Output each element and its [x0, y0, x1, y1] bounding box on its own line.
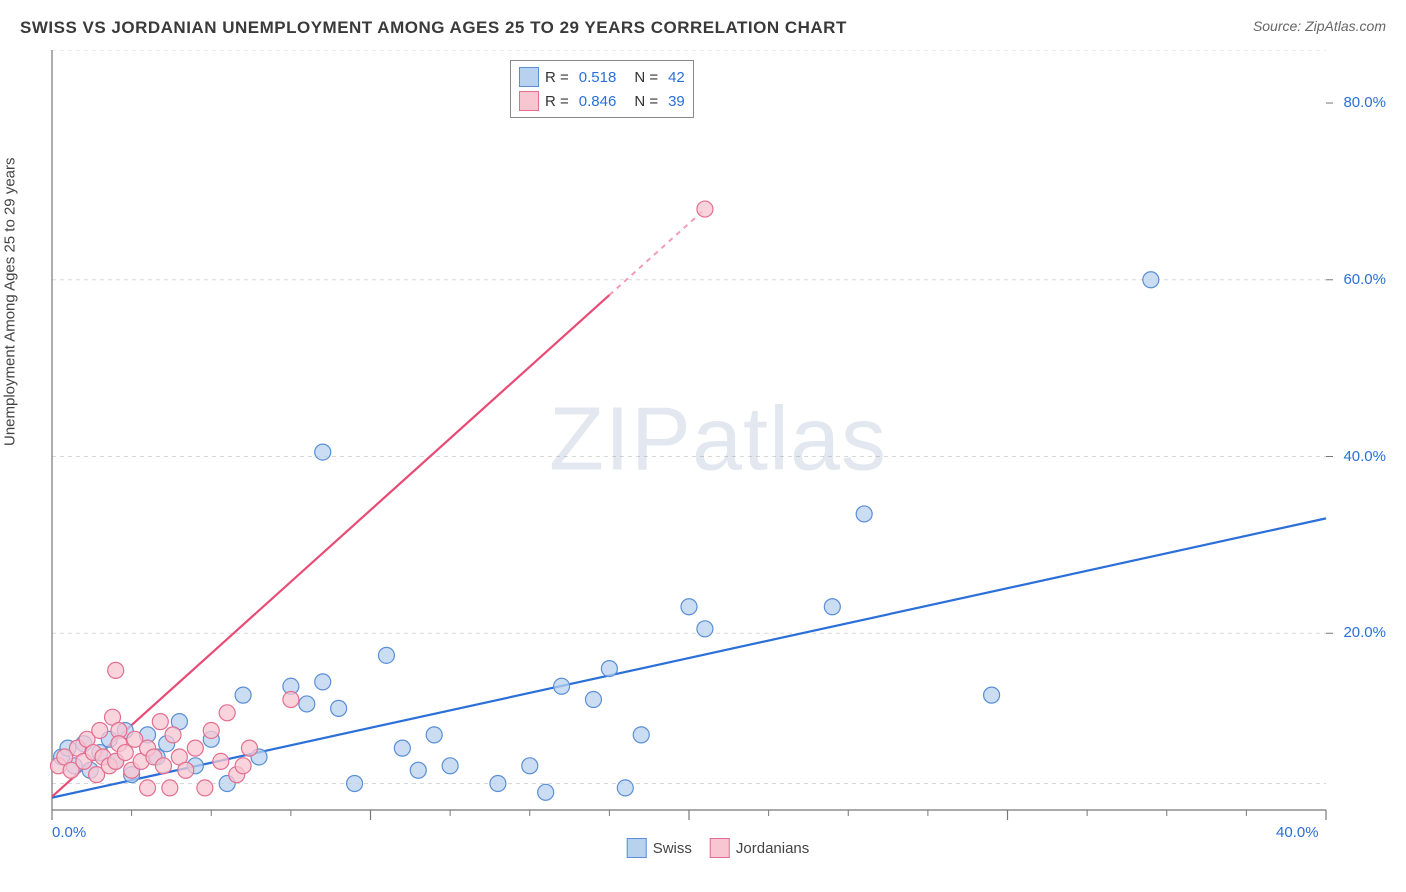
stat-n-value: 42	[668, 69, 685, 86]
series-legend-label: Jordanians	[736, 840, 809, 857]
stats-legend-row: R =0.518N =42	[519, 65, 685, 89]
y-axis-label: Unemployment Among Ages 25 to 29 years	[2, 157, 19, 446]
stat-n-value: 39	[668, 93, 685, 110]
legend-swatch	[519, 91, 539, 111]
legend-swatch	[710, 838, 730, 858]
chart-plot-area: ZIPatlas R =0.518N =42R =0.846N =39 Swis…	[50, 50, 1386, 830]
y-tick-label: 20.0%	[1343, 624, 1386, 641]
series-legend-item: Jordanians	[710, 838, 809, 858]
y-tick-label: 80.0%	[1343, 94, 1386, 111]
stats-legend: R =0.518N =42R =0.846N =39	[510, 60, 694, 118]
series-legend-item: Swiss	[627, 838, 692, 858]
stats-legend-row: R =0.846N =39	[519, 89, 685, 113]
source-label: Source: ZipAtlas.com	[1253, 18, 1386, 34]
x-tick-label: 40.0%	[1276, 824, 1319, 841]
x-tick-label: 0.0%	[52, 824, 86, 841]
legend-swatch	[519, 67, 539, 87]
stat-r-value: 0.846	[579, 93, 617, 110]
stat-r-value: 0.518	[579, 69, 617, 86]
legend-swatch	[627, 838, 647, 858]
series-legend-label: Swiss	[653, 840, 692, 857]
chart-title: SWISS VS JORDANIAN UNEMPLOYMENT AMONG AG…	[20, 18, 847, 38]
y-tick-label: 40.0%	[1343, 448, 1386, 465]
chart-svg	[50, 50, 1386, 830]
series-legend: Swiss Jordanians	[627, 838, 810, 858]
y-tick-label: 60.0%	[1343, 271, 1386, 288]
